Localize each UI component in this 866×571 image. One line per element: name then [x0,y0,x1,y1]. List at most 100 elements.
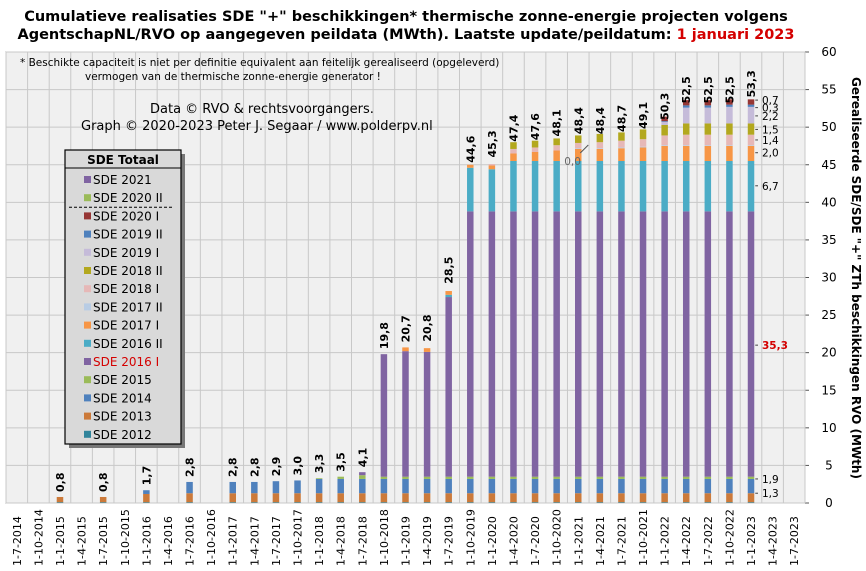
zero-annotation: 0,0 [564,156,581,168]
bar-segment-sde-2012 [618,502,625,503]
x-tick-label: 1-10-2014 [32,509,45,566]
bar-segment-sde-2017-i [510,153,517,161]
legend-swatch [84,430,91,438]
bar-segment-sde-2018-i [488,163,496,166]
bar-segment-sde-2013 [531,493,539,503]
legend-item-label: SDE 2014 [93,391,152,405]
legend-item-label: SDE 2017 II [93,300,163,314]
legend-swatch [84,321,91,329]
bar-segment-sde-2016-ii [704,160,712,212]
bar-segment-sde-2017-i [682,145,690,161]
bar-segment-sde-2017-i [596,148,604,161]
bar-segment-sde-2015 [337,476,344,479]
bar-segment-sde-2016-ii [445,294,452,298]
bar-segment-sde-2019-ii [704,105,712,108]
bar-segment-sde-2020-i [661,116,668,122]
legend-item-label: SDE 2016 I [93,355,159,369]
total-label: 52,5 [723,76,736,103]
credits-line2: Graph © 2020-2023 Peter J. Segaar / www.… [81,119,433,134]
x-tick-label: 1-1-2022 [659,516,672,566]
x-tick-label: 1-10-2020 [551,509,564,566]
bar-segment-sde-2018-i [618,140,625,148]
bar-segment-sde-2017-ii [747,145,755,146]
bar-segment-sde-2015 [531,476,539,479]
y-tick-label: 50 [821,120,836,134]
bar-segment-sde-2017-i [445,291,452,295]
bar-segment-sde-2018-ii [531,140,539,148]
total-label: 53,3 [745,70,758,97]
total-label: 3,0 [292,456,305,476]
bar-segment-sde-2012 [315,502,323,503]
bar-segment-sde-2012 [251,502,258,503]
legend-item-label: SDE 2018 II [93,264,163,278]
bar-segment-sde-2012 [402,502,409,503]
bar-segment-sde-2012 [682,502,690,503]
bar-segment-sde-2013 [380,493,388,503]
bar-segment-sde-2017-i [704,145,712,161]
bar-segment-sde-2015 [488,476,496,479]
legend-swatch [84,358,91,365]
bar-segment-sde-2012 [661,502,668,503]
bar-segment-sde-2018-ii [726,123,733,135]
bar-segment-sde-2014 [747,478,755,494]
bar-segment-sde-2012 [639,502,647,503]
bar-segment-sde-2016-i [618,211,625,477]
bar-segment-sde-2017-i [402,347,409,352]
bar-segment-sde-2018-i [639,139,647,147]
bar-segment-sde-2015 [747,476,755,479]
bar-segment-sde-2016-ii [639,160,647,212]
bar-segment-sde-2016-ii [726,160,733,212]
bar-segment-sde-2017-i [423,348,431,352]
legend-item-label: SDE 2019 I [93,246,159,260]
bar-segment-sde-2016-i [726,211,733,477]
bar-segment-sde-2016-i [488,211,496,477]
bar-segment-sde-2014 [337,478,344,494]
x-tick-label: 1-4-2017 [248,516,261,566]
bar-segment-sde-2013 [445,493,452,503]
x-tick-label: 1-4-2023 [767,516,780,566]
bar-segment-sde-2017-ii [596,148,604,149]
y-axis-title: Gerealiseerde SDE/SDE "+" ZTh beschikkin… [849,77,863,479]
bar-segment-sde-2017-i [467,164,474,168]
bar-segment-sde-2016-ii [553,160,560,212]
bar-segment-sde-2016-i [467,211,474,477]
bar-segment-sde-2016-ii [682,160,690,212]
bar-segment-sde-2014 [618,478,625,494]
legend-swatch [84,212,91,220]
bar-segment-sde-2013 [510,493,517,503]
x-tick-label: 1-1-2023 [745,516,758,566]
total-label: 4,1 [356,448,369,468]
chart-title-prefix: AgentschapNL/RVO op aangegeven peildata … [17,27,677,43]
bar-segment-sde-2014 [531,478,539,494]
bar-segment-sde-2012 [143,502,150,503]
legend-swatch [84,412,91,420]
x-tick-label: 1-4-2020 [507,516,520,566]
footnote-line1: * Beschikte capaciteit is niet per defin… [20,57,499,69]
segment-annotation: 1,9 [762,474,779,486]
legend-swatch [84,248,91,256]
total-label: 1,7 [140,466,153,486]
total-label: 49,1 [637,102,650,129]
bar-segment-sde-2017-ii [682,145,690,146]
bar-segment-sde-2018-ii [747,123,755,135]
bar-segment-sde-2017-ii [575,148,582,149]
bar-segment-sde-2012 [596,502,604,503]
bar-segment-sde-2012 [747,502,755,503]
bar-segment-sde-2017-ii [639,146,647,148]
bar-segment-sde-2012 [445,502,452,503]
bar-segment-sde-2018-i [747,134,755,146]
bar-segment-sde-2014 [251,481,258,494]
bar-segment-sde-2019-ii [661,121,668,122]
total-label: 48,4 [572,107,585,134]
bar-segment-sde-2016-i [445,297,452,477]
bar-segment-sde-2015 [423,476,431,479]
bar-segment-sde-2014 [380,478,388,494]
bar-segment-sde-2012 [99,502,107,503]
legend-item-label: SDE 2016 II [93,337,163,351]
bar-segment-sde-2013 [56,496,64,503]
bar-segment-sde-2013 [726,493,733,503]
bar-segment-sde-2017-i [618,148,625,161]
bar-segment-sde-2013 [747,493,755,503]
legend-swatch [84,376,91,384]
